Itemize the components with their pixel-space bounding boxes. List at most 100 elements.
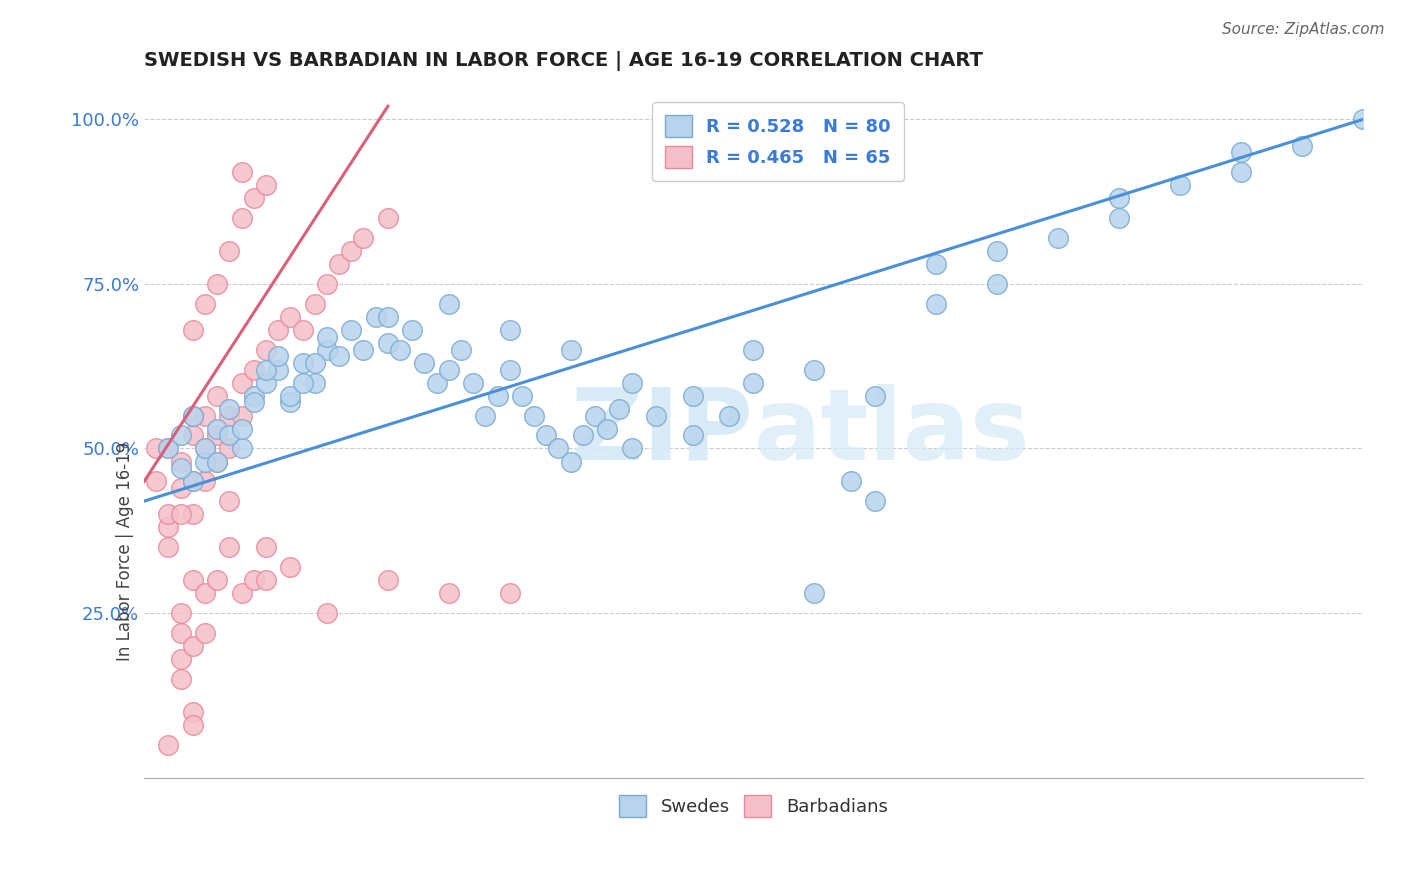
Point [169,481,191,495]
Point [231,165,253,179]
Point [316,329,339,343]
Point [181,718,204,732]
Point [207,277,229,291]
Point [194,625,217,640]
Point [267,323,290,337]
Point [157,540,180,554]
Point [243,395,266,409]
Point [620,376,643,390]
Point [437,362,460,376]
Point [169,606,191,620]
Point [609,402,631,417]
Point [803,586,825,600]
Point [1351,112,1374,127]
Point [181,409,204,423]
Point [718,409,741,423]
Point [231,586,253,600]
Point [486,389,509,403]
Point [169,672,191,686]
Point [682,428,704,442]
Point [596,422,619,436]
Point [1230,145,1253,160]
Point [304,296,326,310]
Point [218,409,240,423]
Point [218,442,240,456]
Point [560,455,582,469]
Point [207,455,229,469]
Point [157,508,180,522]
Point [328,349,350,363]
Point [1291,138,1313,153]
Point [231,409,253,423]
Point [181,475,204,489]
Point [145,475,167,489]
Point [437,586,460,600]
Point [1047,231,1070,245]
Point [280,395,302,409]
Point [291,356,314,370]
Point [280,389,302,403]
Point [231,376,253,390]
Point [254,362,277,376]
Point [181,323,204,337]
Point [194,455,217,469]
Point [254,343,277,357]
Point [986,277,1008,291]
Text: SWEDISH VS BARBADIAN IN LABOR FORCE | AGE 16-19 CORRELATION CHART: SWEDISH VS BARBADIAN IN LABOR FORCE | AG… [143,51,983,70]
Point [181,475,204,489]
Point [145,442,167,456]
Point [267,362,290,376]
Point [169,508,191,522]
Point [620,442,643,456]
Point [207,455,229,469]
Point [742,343,765,357]
Point [207,422,229,436]
Point [267,349,290,363]
Point [340,244,363,258]
Point [243,191,266,205]
Point [510,389,533,403]
Point [353,343,375,357]
Point [437,296,460,310]
Point [181,428,204,442]
Point [865,494,887,508]
Point [157,442,180,456]
Point [157,520,180,534]
Point [207,573,229,587]
Point [181,639,204,653]
Point [340,323,363,337]
Text: ZIP: ZIP [571,384,754,481]
Point [207,428,229,442]
Point [218,494,240,508]
Point [157,442,180,456]
Point [986,244,1008,258]
Point [536,428,558,442]
Point [243,389,266,403]
Point [463,376,485,390]
Point [181,508,204,522]
Point [181,573,204,587]
Point [291,376,314,390]
Point [1168,178,1191,193]
Point [925,257,948,271]
Point [194,409,217,423]
Point [377,336,399,351]
Point [364,310,387,324]
Point [523,409,546,423]
Point [157,738,180,752]
Point [645,409,668,423]
Point [560,343,582,357]
Point [254,376,277,390]
Point [925,296,948,310]
Point [328,257,350,271]
Point [839,475,862,489]
Point [254,573,277,587]
Point [181,409,204,423]
Point [450,343,472,357]
Point [1108,191,1130,205]
Point [304,376,326,390]
Point [499,586,522,600]
Text: Source: ZipAtlas.com: Source: ZipAtlas.com [1222,22,1385,37]
Point [231,211,253,226]
Point [254,178,277,193]
